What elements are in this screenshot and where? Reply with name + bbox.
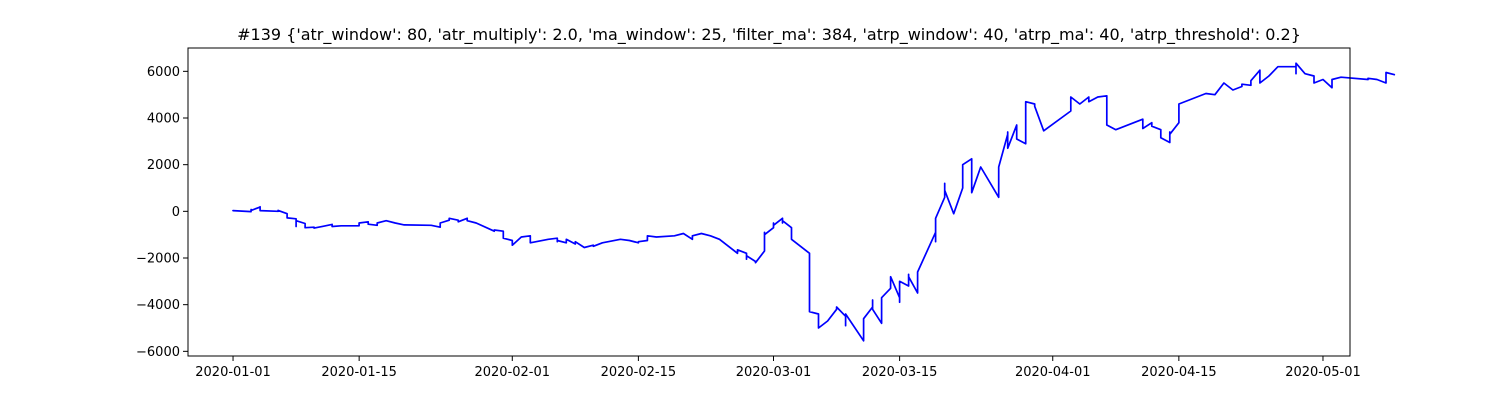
x-tick-label: 2020-03-15: [862, 365, 938, 380]
x-tick-label: 2020-01-15: [321, 365, 397, 380]
y-tick-label: 2000: [147, 158, 180, 173]
plot-frame: [187, 47, 1351, 357]
y-tick-label: 0: [172, 205, 180, 220]
x-tick-label: 2020-02-15: [601, 365, 677, 380]
x-tick-label: 2020-04-01: [1015, 365, 1091, 380]
x-tick-label: 2020-05-01: [1285, 365, 1361, 380]
y-tick-label: −6000: [136, 345, 180, 360]
x-axis: 2020-01-01 2020-01-15 2020-02-01 2020-02-15…: [195, 356, 1361, 380]
chart-title: #139 {'atr_window': 80, 'atr_multiply': …: [237, 25, 1301, 45]
y-axis: −6000 −4000 −2000 0 2000 4000 6000: [136, 65, 188, 360]
y-tick-label: −4000: [136, 298, 180, 313]
x-tick-label: 2020-02-01: [474, 365, 550, 380]
y-tick-label: −2000: [136, 252, 180, 267]
x-tick-label: 2020-03-01: [736, 365, 812, 380]
y-tick-label: 6000: [147, 65, 180, 80]
series-line-0: [232, 62, 1396, 342]
x-tick-label: 2020-01-01: [195, 365, 271, 380]
y-tick-label: 4000: [147, 112, 180, 127]
x-tick-label: 2020-04-15: [1141, 365, 1217, 380]
plot-area: [232, 62, 1396, 342]
